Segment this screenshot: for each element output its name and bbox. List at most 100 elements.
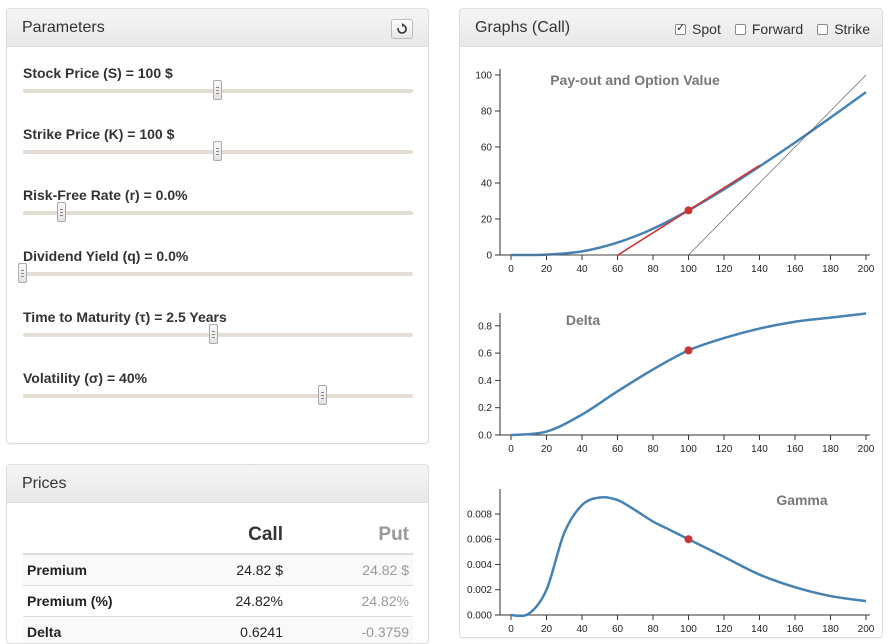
slider-handle[interactable]: [57, 202, 66, 222]
x-tick-label: 0: [508, 624, 514, 635]
payout-line: [511, 75, 866, 255]
checkbox-icon[interactable]: [817, 24, 828, 35]
x-tick-label: 20: [541, 444, 553, 455]
put-value: -0.3759: [287, 617, 413, 644]
spot-label: Spot: [692, 21, 721, 37]
slider-handle[interactable]: [18, 263, 27, 283]
parameters-header: Parameters: [7, 9, 428, 47]
x-tick-label: 60: [612, 444, 624, 455]
x-tick-label: 80: [647, 624, 659, 635]
x-tick-label: 0: [508, 264, 514, 275]
x-tick-label: 60: [612, 264, 624, 275]
x-tick-label: 180: [822, 264, 839, 275]
column-header-put: Put: [287, 517, 413, 554]
chart-title: Pay-out and Option Value: [550, 72, 720, 88]
y-tick-label: 0.6: [478, 349, 492, 360]
call-value: 24.82%: [161, 586, 287, 617]
x-tick-label: 180: [822, 624, 839, 635]
x-tick-label: 40: [576, 264, 588, 275]
x-tick-label: 200: [858, 264, 875, 275]
slider-handle[interactable]: [209, 324, 218, 344]
series-line: [511, 92, 866, 255]
prices-title: Prices: [22, 475, 66, 493]
put-value: 24.82%: [287, 586, 413, 617]
param-risk-free-rate: Risk-Free Rate (r) = 0.0%: [23, 187, 413, 203]
param-volatility: Volatility (σ) = 40%: [23, 370, 413, 386]
call-value: 24.82 $: [161, 554, 287, 586]
chart-title: Delta: [566, 312, 600, 328]
strike-checkbox[interactable]: Strike: [817, 21, 870, 37]
series-line: [511, 314, 866, 435]
y-tick-label: 80: [481, 107, 493, 118]
chart-0: Pay-out and Option Value 0 20 40 60 80 100 120 1…: [475, 69, 874, 275]
risk-free-rate-slider[interactable]: [23, 211, 413, 215]
checkbox-icon[interactable]: [735, 24, 746, 35]
x-tick-label: 100: [680, 624, 697, 635]
x-tick-label: 160: [787, 444, 804, 455]
chart-title: Gamma: [776, 492, 828, 508]
param-label: Time to Maturity (τ) = 2.5 Years: [23, 309, 413, 325]
param-label: Dividend Yield (q) = 0.0%: [23, 248, 413, 264]
reset-button[interactable]: [391, 19, 413, 39]
param-label: Strike Price (K) = 100 $: [23, 126, 413, 142]
x-tick-label: 100: [680, 264, 697, 275]
table-row: Delta 0.6241 -0.3759: [23, 617, 413, 644]
x-tick-label: 0: [508, 444, 514, 455]
slider-handle[interactable]: [213, 141, 222, 161]
graph-options: Spot Forward Strike: [661, 21, 870, 37]
checkbox-icon[interactable]: [675, 24, 686, 35]
y-tick-label: 0.8: [478, 321, 492, 332]
slider-handle[interactable]: [318, 385, 327, 405]
param-label: Volatility (σ) = 40%: [23, 370, 413, 386]
forward-label: Forward: [752, 21, 803, 37]
x-tick-label: 160: [787, 624, 804, 635]
put-value: 24.82 $: [287, 554, 413, 586]
x-tick-label: 140: [751, 624, 768, 635]
slider-handle[interactable]: [213, 80, 222, 100]
x-tick-label: 140: [751, 444, 768, 455]
dividend-yield-slider[interactable]: [23, 272, 413, 276]
reset-icon: [396, 23, 408, 35]
graphs-panel: Graphs (Call) Spot Forward Strike Pay-ou…: [459, 8, 883, 638]
x-tick-label: 80: [647, 264, 659, 275]
y-tick-label: 100: [475, 71, 492, 82]
volatility-slider[interactable]: [23, 394, 413, 398]
x-tick-label: 120: [716, 264, 733, 275]
x-tick-label: 140: [751, 264, 768, 275]
param-label: Stock Price (S) = 100 $: [23, 65, 413, 81]
y-tick-label: 20: [481, 215, 493, 226]
prices-table: Call Put Premium 24.82 $ 24.82 $ Premium…: [23, 517, 413, 644]
x-tick-label: 160: [787, 264, 804, 275]
param-strike-price: Strike Price (K) = 100 $: [23, 126, 413, 142]
param-time-to-maturity: Time to Maturity (τ) = 2.5 Years: [23, 309, 413, 325]
row-label: Premium (%): [23, 586, 161, 617]
column-header-empty: [23, 517, 161, 554]
current-point: [685, 346, 693, 354]
forward-checkbox[interactable]: Forward: [735, 21, 803, 37]
parameters-panel: Parameters Stock Price (S) = 100 $ Strik…: [6, 8, 429, 444]
spot-checkbox[interactable]: Spot: [675, 21, 721, 37]
prices-panel: Prices Call Put Premium 24.82 $ 24.82 $ …: [6, 464, 429, 644]
column-header-call: Call: [161, 517, 287, 554]
stock-price-slider[interactable]: [23, 89, 413, 93]
x-tick-label: 180: [822, 444, 839, 455]
parameters-title: Parameters: [22, 19, 105, 37]
row-label: Delta: [23, 617, 161, 644]
strike-price-slider[interactable]: [23, 150, 413, 154]
x-tick-label: 200: [858, 444, 875, 455]
time-to-maturity-slider[interactable]: [23, 333, 413, 337]
x-tick-label: 20: [541, 624, 553, 635]
y-tick-label: 0.006: [467, 535, 492, 546]
y-tick-label: 0.2: [478, 403, 492, 414]
row-label: Premium: [23, 554, 161, 586]
x-tick-label: 20: [541, 264, 553, 275]
series-line: [511, 497, 866, 616]
current-point: [685, 206, 693, 214]
graphs-title: Graphs (Call): [475, 19, 570, 37]
y-tick-label: 0.000: [467, 611, 492, 622]
x-tick-label: 60: [612, 624, 624, 635]
strike-label: Strike: [834, 21, 870, 37]
param-stock-price: Stock Price (S) = 100 $: [23, 65, 413, 81]
y-tick-label: 40: [481, 179, 493, 190]
